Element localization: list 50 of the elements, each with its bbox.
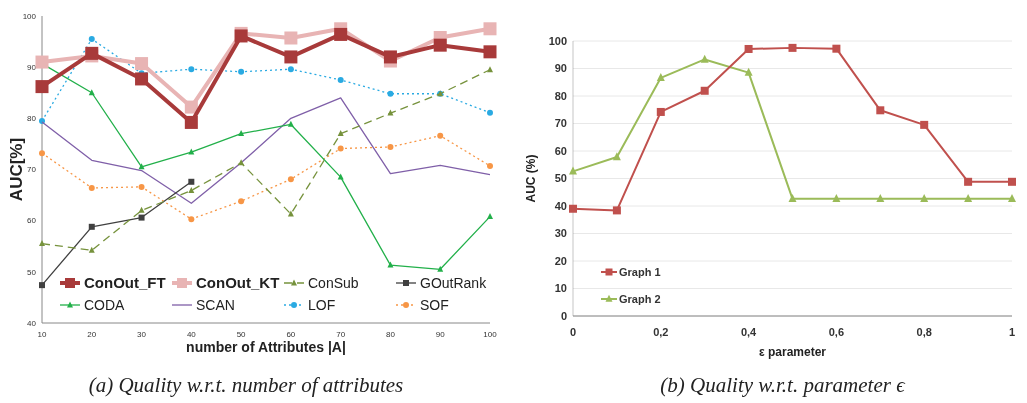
legend-label: SOF — [420, 297, 449, 313]
y-tick-label: 100 — [548, 34, 567, 47]
y-tick-label: 10 — [554, 282, 567, 295]
legend-label: ConOut_FT — [84, 274, 166, 291]
x-tick-label: 1 — [1008, 326, 1016, 338]
y-tick-label: 40 — [554, 199, 567, 212]
y-tick-label: 20 — [554, 254, 567, 267]
x-tick-label: 70 — [336, 330, 346, 339]
legend-label: SCAN — [196, 297, 235, 313]
y-tick-label: 60 — [27, 216, 37, 226]
y-axis-title: AUC[%] — [7, 137, 26, 202]
legend-label: ConSub — [308, 275, 359, 291]
y-tick-label: 60 — [554, 144, 567, 157]
y-tick-label: 80 — [27, 114, 37, 124]
x-axis-title: number of Attributes |A| — [186, 339, 346, 355]
y-tick-label: 100 — [22, 11, 37, 21]
legend-label: GOutRank — [420, 275, 488, 291]
y-tick-label: 40 — [27, 318, 37, 328]
y-tick-label: 70 — [27, 165, 37, 175]
legend-label: ConOut_KT — [196, 274, 280, 291]
x-tick-label: 100 — [483, 330, 498, 339]
y-tick-label: 0 — [560, 309, 567, 322]
x-tick-label: 10 — [37, 330, 47, 339]
y-tick-label: 80 — [554, 89, 567, 102]
x-tick-label: 60 — [286, 330, 296, 339]
y-tick-label: 90 — [27, 62, 37, 72]
y-tick-label: 50 — [27, 267, 37, 277]
x-tick-label: 0,6 — [828, 326, 845, 338]
x-tick-label: 40 — [186, 330, 197, 339]
legend-label: LOF — [308, 297, 336, 313]
text: (a) Quality w.r.t. number of attributes — [88, 373, 404, 397]
x-tick-label: 0,4 — [740, 326, 758, 338]
x-tick-label: 0 — [569, 326, 577, 338]
x-tick-label: 80 — [385, 330, 396, 339]
y-tick-label: 50 — [554, 172, 567, 185]
legend-label: Graph 2 — [619, 293, 661, 305]
x-tick-label: 50 — [236, 330, 247, 339]
legend-label: CODA — [84, 297, 126, 313]
legend-label: Graph 1 — [619, 266, 661, 278]
y-tick-label: 90 — [554, 62, 567, 75]
y-axis-title: AUC (%) — [524, 154, 538, 203]
y-tick-label: 30 — [554, 227, 567, 240]
y-tick-label: 70 — [554, 117, 567, 130]
x-tick-label: 20 — [87, 330, 97, 339]
x-tick-label: 0,8 — [916, 326, 932, 338]
x-tick-label: 30 — [137, 330, 147, 339]
x-tick-label: 90 — [435, 330, 446, 339]
x-tick-label: 0,2 — [653, 326, 669, 338]
x-axis-title: ε parameter — [758, 345, 827, 359]
text: (b) Quality w.r.t. parameter ϵ — [660, 373, 907, 397]
